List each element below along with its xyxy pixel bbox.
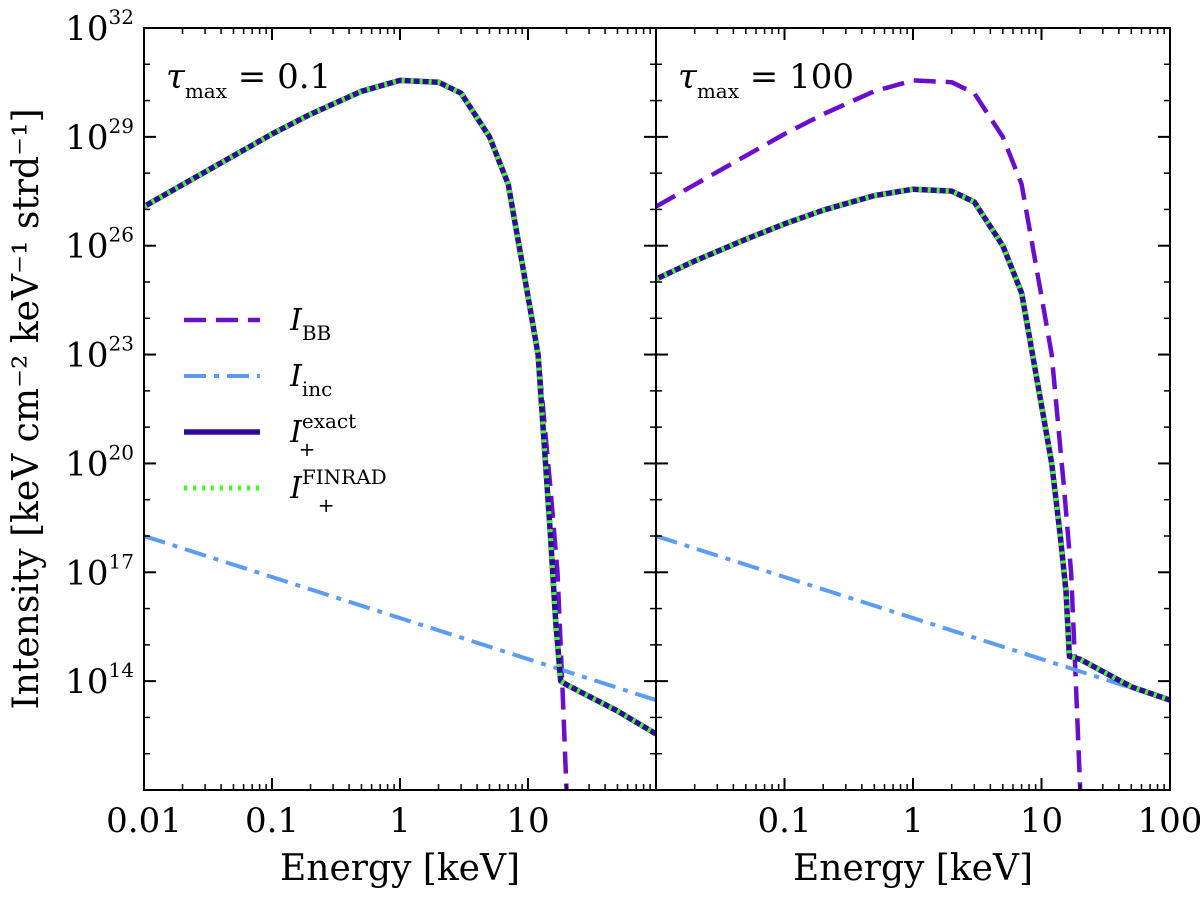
y-tick-label: 1014 — [65, 658, 134, 702]
legend-label-sub: + — [318, 493, 335, 517]
panel-label: τmax = 100 — [678, 57, 854, 103]
legend-label: Iinc — [289, 359, 332, 401]
y-tick-label-exponent: 17 — [109, 549, 134, 573]
series-line-i-inc — [656, 534, 1170, 703]
x-tick-label: 1 — [902, 801, 924, 841]
legend-label-sup: FINRAD — [302, 465, 387, 489]
panel-2: 0.1 1 10 100 Energy [keV] τmax = 100 — [655, 27, 1200, 889]
legend-label: IBB — [289, 303, 331, 345]
legend-label-sub: inc — [302, 377, 332, 401]
legend-label: IFINRAD + — [289, 465, 387, 517]
series-group — [656, 78, 1170, 790]
legend-label-base: I — [289, 303, 303, 338]
series-line-i-bb — [656, 78, 1083, 790]
x-tick-label: 0.1 — [757, 801, 811, 841]
series-line-i-exact — [656, 186, 1170, 703]
series-line-i-finrad — [144, 77, 656, 737]
x-axis-label: Energy [keV] — [793, 848, 1033, 889]
panel-label: τmax = 0.1 — [166, 57, 331, 103]
x-tick-label: 10 — [506, 801, 549, 841]
y-tick-label-exponent: 29 — [109, 114, 134, 138]
legend-label-base: I — [289, 471, 303, 506]
y-tick-label-exponent: 32 — [109, 5, 134, 29]
y-tick-label: 1029 — [65, 114, 134, 158]
y-tick-label-exponent: 14 — [109, 658, 134, 682]
panel-label-symbol: τ — [678, 57, 698, 97]
y-tick-label-base: 10 — [65, 9, 108, 49]
panel-frame — [143, 27, 657, 791]
panel-label-sub: max — [697, 79, 740, 103]
x-tick-label: 0.01 — [106, 801, 182, 841]
y-tick-label: 1026 — [65, 223, 134, 267]
series-group — [144, 77, 656, 790]
y-tick-label-exponent: 23 — [109, 332, 134, 356]
x-tick-label: 100 — [1138, 801, 1200, 841]
y-tick-label-base: 10 — [65, 227, 108, 267]
y-tick-label-base: 10 — [65, 553, 108, 593]
x-tick-label: 1 — [389, 801, 411, 841]
panel-label-symbol: τ — [166, 57, 186, 97]
x-tick-label: 10 — [1020, 801, 1063, 841]
y-tick-label: 1032 — [65, 5, 134, 49]
panel-label-sub: max — [185, 79, 228, 103]
legend-label: Iexact + — [289, 409, 356, 461]
y-tick-label-base: 10 — [65, 336, 108, 376]
y-tick-label-base: 10 — [65, 444, 108, 484]
x-tick-label: 0.1 — [245, 801, 299, 841]
series-line-i-inc — [144, 534, 656, 703]
y-axis-label: Intensity [keV cm⁻² keV⁻¹ strd⁻¹] — [6, 108, 47, 709]
series-line-i-finrad — [656, 186, 1170, 703]
legend-label-base: I — [289, 359, 303, 394]
series-line-i-exact — [144, 77, 656, 737]
panel-frame — [655, 27, 1171, 791]
y-tick-label-base: 10 — [65, 662, 108, 702]
y-tick-label-exponent: 20 — [109, 440, 134, 464]
legend-label-sup: exact — [302, 409, 356, 433]
y-tick-label-exponent: 26 — [109, 223, 134, 247]
panel-label-value: = 100 — [739, 57, 854, 97]
y-tick-label: 1020 — [65, 440, 134, 484]
panel-label-value: = 0.1 — [227, 57, 331, 97]
legend-label-sub: BB — [302, 321, 331, 345]
series-line-i-bb — [144, 78, 569, 790]
legend-label-base: I — [289, 415, 303, 450]
y-tick-label: 1017 — [65, 549, 134, 593]
y-tick-label-base: 10 — [65, 118, 108, 158]
legend-label-sub: + — [299, 437, 316, 461]
y-tick-label: 1023 — [65, 332, 134, 376]
x-axis-label: Energy [keV] — [280, 848, 520, 889]
